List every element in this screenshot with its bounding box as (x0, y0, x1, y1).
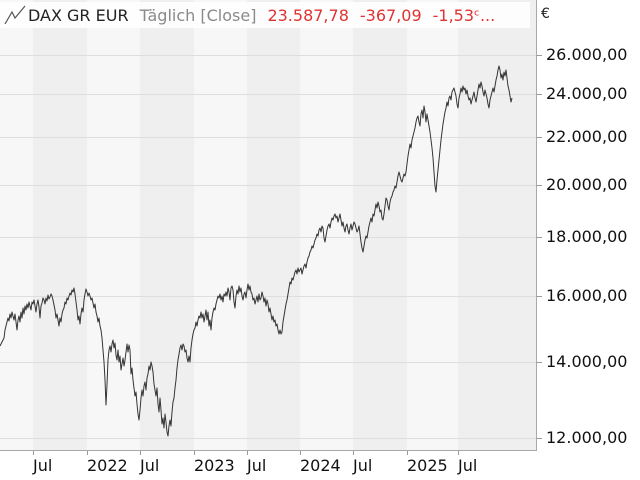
change-percent: -1,53ᶜ... (432, 5, 496, 25)
x-tick (300, 451, 301, 455)
time-band (194, 0, 247, 450)
x-tick (247, 451, 248, 455)
x-label-jul-2025: Jul (458, 456, 478, 475)
gridline-16000 (0, 296, 536, 297)
x-label-jul-2024: Jul (353, 456, 373, 475)
x-label-2025: 2025 (407, 456, 448, 475)
y-tick (537, 137, 542, 138)
time-band (87, 0, 140, 450)
y-tick (537, 55, 542, 56)
y-tick (537, 237, 542, 238)
time-band (140, 0, 194, 450)
y-label-12000: 12.000,00 (546, 428, 628, 447)
y-label-18000: 18.000,00 (546, 227, 628, 246)
time-band (247, 0, 300, 450)
x-label-2024: 2024 (300, 456, 341, 475)
chart-plot-area[interactable] (0, 0, 537, 451)
time-band (353, 0, 407, 450)
gridline-12000 (0, 438, 536, 439)
y-tick (537, 362, 542, 363)
y-label-14000: 14.000,00 (546, 352, 628, 371)
frequency-label: Täglich [Close] (139, 5, 257, 25)
x-tick (194, 451, 195, 455)
time-band (300, 0, 353, 450)
time-band (407, 0, 458, 450)
y-label-16000: 16.000,00 (546, 286, 628, 305)
x-tick (458, 451, 459, 455)
y-tick (537, 296, 542, 297)
chart-legend: DAX GR EUR Täglich [Close] 23.587,78 -36… (0, 2, 530, 28)
y-label-20000: 20.000,00 (546, 175, 628, 194)
y-label-26000: 26.000,00 (546, 45, 628, 64)
x-tick (407, 451, 408, 455)
x-label-jul-2022: Jul (140, 456, 160, 475)
x-tick (33, 451, 34, 455)
gridline-26000 (0, 55, 536, 56)
change-value: -367,09 (359, 5, 422, 25)
y-tick (537, 94, 542, 95)
x-tick (140, 451, 141, 455)
y-tick (537, 185, 542, 186)
price-line (0, 65, 513, 437)
x-tick (87, 451, 88, 455)
time-band (0, 0, 33, 450)
line-chart-icon (4, 5, 26, 25)
x-label-2023: 2023 (194, 456, 235, 475)
gridline-18000 (0, 237, 536, 238)
currency-label: € (541, 6, 550, 22)
gridline-24000 (0, 94, 536, 95)
gridline-22000 (0, 137, 536, 138)
x-label-2022: 2022 (87, 456, 128, 475)
y-label-24000: 24.000,00 (546, 84, 628, 103)
x-label-jul-2023: Jul (247, 456, 267, 475)
gridline-20000 (0, 185, 536, 186)
x-label-jul-2021: Jul (33, 456, 53, 475)
x-tick (353, 451, 354, 455)
instrument-name: DAX GR EUR (28, 5, 129, 25)
y-label-22000: 22.000,00 (546, 127, 628, 146)
time-band (33, 0, 87, 450)
last-value: 23.587,78 (267, 5, 349, 25)
gridline-14000 (0, 362, 536, 363)
y-tick (537, 438, 542, 439)
